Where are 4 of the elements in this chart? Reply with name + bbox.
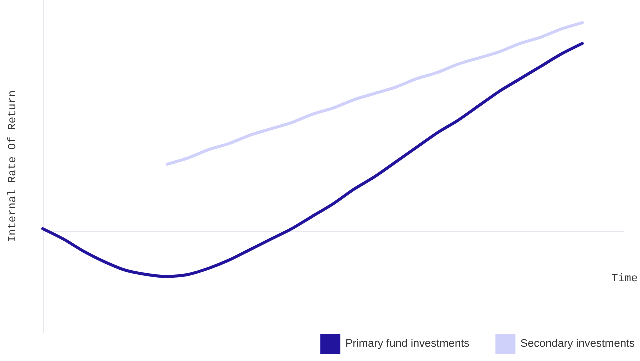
y-axis-title: Internal Rate Of Return: [8, 90, 20, 242]
legend-label: Primary fund investments: [346, 338, 470, 350]
x-axis-title: Time: [612, 274, 638, 286]
legend-label: Secondary investments: [520, 338, 636, 350]
